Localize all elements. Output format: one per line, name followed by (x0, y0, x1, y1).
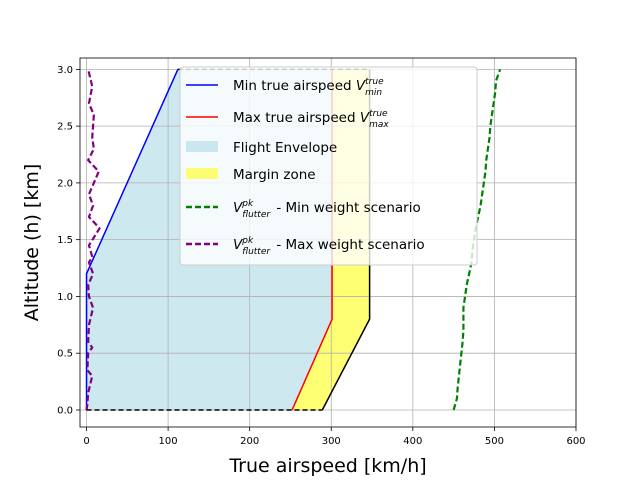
x-tick-label: 200 (240, 436, 259, 447)
x-tick-label: 0 (83, 436, 89, 447)
y-tick-label: 0.5 (57, 349, 73, 360)
legend-label-text: Min true airspeed (233, 78, 356, 94)
series-line-v-flutter-pk-max-weight-scenario (85, 69, 101, 411)
legend-var-symbol: V (360, 110, 371, 126)
x-tick-label: 300 (322, 436, 341, 447)
x-tick-label: 400 (403, 436, 422, 447)
legend-subscript: min (365, 88, 382, 98)
legend-entry: Flight Envelope (186, 140, 337, 156)
x-tick-label: 600 (566, 436, 585, 447)
y-tick-label: 0.0 (57, 405, 73, 416)
y-tick-label: 2.5 (57, 122, 73, 133)
legend-swatch (186, 168, 218, 179)
legend-superscript: true (365, 77, 384, 87)
legend-subscript: flutter (242, 247, 271, 257)
axes-frame (79, 57, 577, 428)
y-tick-label: 2.0 (57, 178, 73, 189)
legend-label-tail: - Min weight scenario (272, 200, 421, 216)
legend-subscript: max (369, 120, 389, 130)
legend-entry: Margin zone (186, 167, 316, 183)
legend-superscript: pk (241, 199, 254, 209)
legend-superscript: pk (241, 236, 254, 246)
legend-var-symbol: V (233, 200, 244, 216)
legend-var-symbol: V (233, 237, 244, 253)
legend-label: Vpk - Max weight scenario (233, 236, 425, 253)
x-axis-label: True airspeed [km/h] (228, 455, 426, 477)
y-tick-label: 3.0 (57, 65, 73, 76)
legend-label: Min true airspeed Vtrue (233, 77, 384, 94)
legend-swatch (186, 141, 218, 152)
legend-label-text: Max true airspeed (233, 110, 360, 126)
x-tick-label: 500 (485, 436, 504, 447)
legend-var-symbol: V (356, 78, 367, 94)
legend-superscript: true (369, 109, 388, 119)
plot-frame (79, 57, 577, 428)
y-tick-label: 1.5 (57, 235, 73, 246)
y-axis-label: Altitude (h) [km] (21, 164, 43, 322)
y-tick-label: 1.0 (57, 292, 73, 303)
legend-label: Vpk - Min weight scenario (233, 199, 421, 216)
tick-layer: 0 100 200 300 400 500 600 0.0 0.5 1.0 1.5 2.0 2.5 3.0 (57, 65, 585, 447)
legend-label: Max true airspeed Vtrue (233, 109, 388, 126)
legend-label: Margin zone (233, 167, 316, 183)
legend-box (179, 66, 478, 266)
x-tick-label: 100 (159, 436, 178, 447)
legend-label-text: Margin zone (233, 167, 316, 183)
legend-label-text: Flight Envelope (233, 140, 337, 156)
legend-subscript: flutter (242, 210, 271, 220)
legend-label-tail: - Max weight scenario (272, 237, 425, 253)
legend-label: Flight Envelope (233, 140, 337, 156)
